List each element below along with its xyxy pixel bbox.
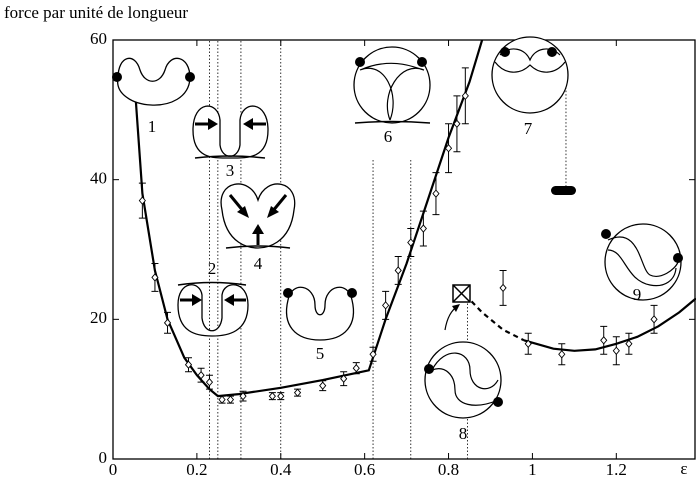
data-point	[625, 339, 633, 348]
illustrations	[112, 36, 683, 419]
data-point	[239, 391, 247, 401]
data-point	[218, 395, 226, 404]
shape-label: 1	[148, 117, 157, 136]
shape-label: 3	[226, 161, 235, 180]
shape-label: 7	[524, 119, 533, 138]
x-tick-label: 0	[109, 460, 118, 479]
data-point	[407, 238, 415, 247]
data-point	[277, 391, 285, 401]
y-tick-label: 0	[99, 448, 108, 467]
data-point	[163, 318, 172, 328]
data-point	[612, 346, 620, 355]
data-point	[600, 336, 608, 345]
data-point	[268, 391, 276, 401]
data-point	[352, 364, 360, 373]
data-point	[319, 381, 327, 390]
plot-area: 0 0.2 0.4 0.6 0.8 1 1.2 0 20 40 60	[90, 29, 696, 479]
shape-label: 8	[459, 424, 468, 443]
data-point	[184, 360, 193, 369]
data-point	[461, 91, 469, 101]
shape-label: 6	[384, 127, 393, 146]
x-tick-label: 0.8	[438, 460, 459, 479]
data-point	[650, 315, 658, 324]
x-axis-label: ε	[680, 459, 687, 478]
x-tick-label: 0.2	[186, 460, 207, 479]
data-point	[197, 371, 205, 380]
data-point	[382, 301, 390, 310]
data-point	[444, 144, 453, 153]
data-point	[226, 395, 235, 404]
data-point	[293, 388, 302, 397]
fit-curve	[464, 294, 525, 342]
data-point	[138, 196, 146, 205]
shape-label: 5	[316, 344, 325, 363]
fit-curve	[132, 40, 484, 398]
shape-label: 9	[633, 285, 642, 304]
data-point	[453, 119, 461, 128]
data-point	[524, 339, 532, 348]
data-point	[205, 377, 214, 387]
plot-frame	[112, 39, 696, 460]
y-tick-label: 20	[90, 308, 107, 327]
data-point	[369, 350, 377, 359]
shape-label: 4	[254, 254, 263, 273]
y-tick-label: 60	[90, 29, 107, 48]
data-point	[340, 374, 348, 383]
data-point	[419, 224, 427, 233]
data-point	[558, 350, 566, 359]
data-point	[432, 189, 440, 198]
shape-label: 2	[208, 259, 217, 278]
x-tick-label: 1.2	[606, 460, 627, 479]
data-point	[499, 283, 507, 293]
x-tick-label: 0.6	[354, 460, 375, 479]
data-point	[151, 273, 159, 282]
fit-curve	[523, 297, 696, 352]
data-point	[394, 266, 402, 275]
y-tick-label: 40	[90, 169, 107, 188]
y-axis-label: force par unité de longueur	[4, 3, 188, 22]
x-tick-label: 0.4	[270, 460, 292, 479]
x-tick-label: 1	[528, 460, 537, 479]
